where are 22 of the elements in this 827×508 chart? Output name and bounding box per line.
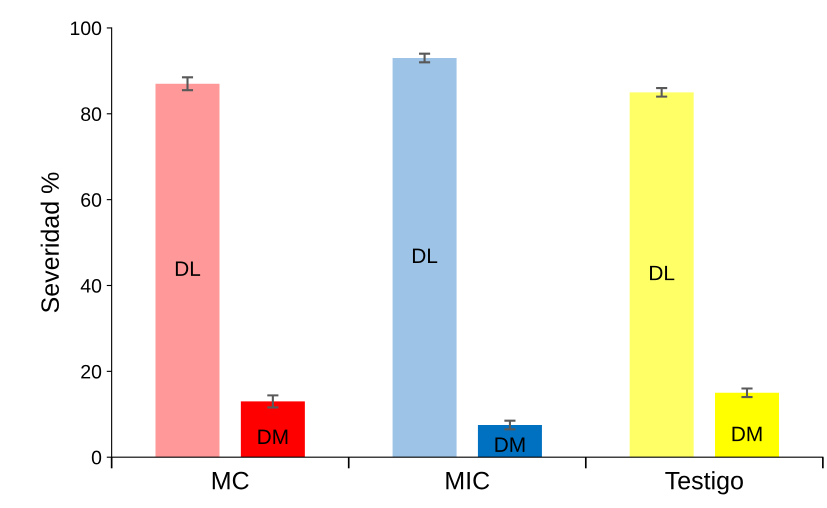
text: DL (412, 248, 438, 263)
y-axis-title: Severidad % (40, 172, 59, 312)
x-tick-label: MIC (446, 472, 490, 490)
y-tick-label: 20 (81, 364, 102, 379)
bar (478, 425, 542, 458)
bar (240, 401, 305, 458)
bar (714, 392, 780, 458)
text: DL (650, 266, 674, 280)
y-tick-label: 80 (81, 107, 102, 122)
bar (392, 58, 457, 458)
x-tick-label: MC (212, 472, 249, 490)
y-tick-label: 60 (81, 193, 102, 207)
bar (156, 84, 220, 458)
y-tick-label: 100 (70, 21, 102, 36)
y-tick-label: 0 (92, 450, 102, 464)
bar (630, 92, 694, 458)
series-label: DL (176, 262, 200, 276)
text: DM (732, 426, 762, 442)
text: DM (258, 430, 288, 444)
y-tick-label: 40 (80, 278, 102, 293)
series-label: DM (495, 438, 524, 452)
x-tick-label: Testigo (665, 471, 743, 494)
